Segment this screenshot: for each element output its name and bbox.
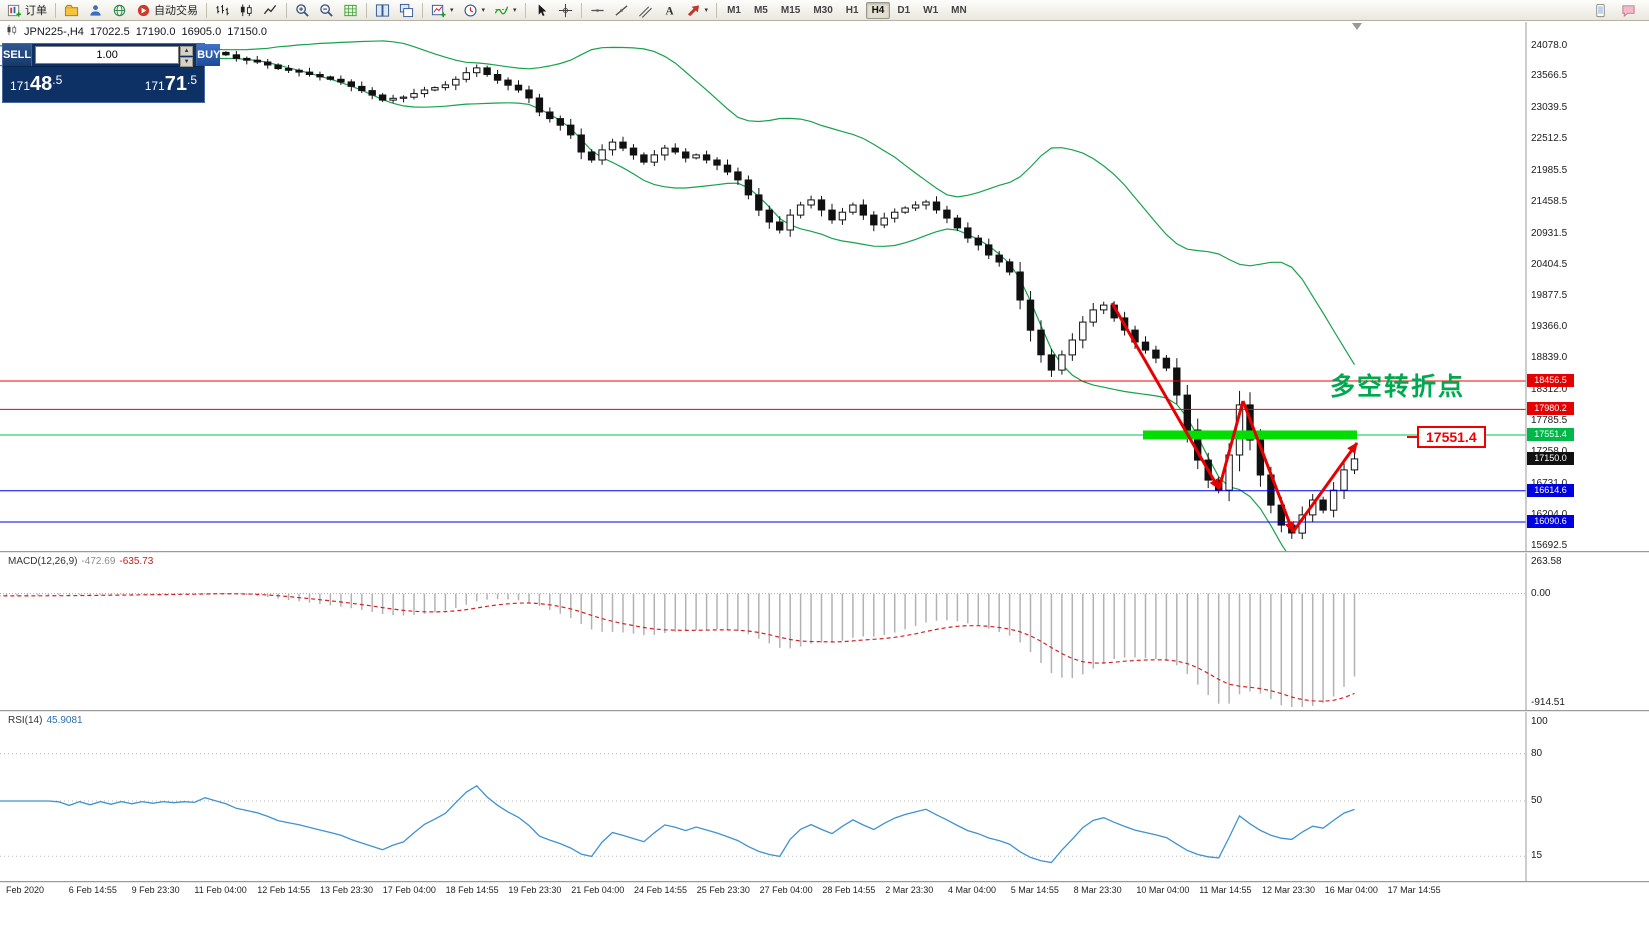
toolbar-separator xyxy=(524,2,526,18)
timeframe-d1-button[interactable]: D1 xyxy=(897,4,911,16)
market-icon[interactable] xyxy=(60,1,83,19)
chart-shift-marker xyxy=(1352,23,1362,30)
horizontal-line-button[interactable] xyxy=(586,1,609,19)
timeframe-w1-button[interactable]: W1 xyxy=(923,4,939,16)
toolbar-separator xyxy=(286,2,287,18)
toolbar-separator xyxy=(55,2,56,18)
trendline-button[interactable] xyxy=(610,1,633,19)
toolbar-separator xyxy=(206,2,207,18)
sell-price: 17148.5 xyxy=(10,73,63,95)
chart-icon xyxy=(6,24,18,39)
timeframe-h1-button[interactable]: H1 xyxy=(845,4,859,16)
toolbar-right-icons xyxy=(1589,1,1646,19)
toolbar-separator xyxy=(366,2,367,18)
volume-increase-button[interactable]: ▲ xyxy=(180,46,194,56)
ohlc-low: 16905.0 xyxy=(181,25,222,38)
svg-text:A: A xyxy=(665,5,674,17)
new-chart-dropdown[interactable]: ▾ xyxy=(427,1,458,19)
indicators-dropdown[interactable]: ▾ xyxy=(490,1,521,19)
main-toolbar: 订单 自动交易 ▾ ▾ ▾ A ▾ M1 M5 M15 M30 H1 H4 D1 W1 MN xyxy=(0,0,1649,21)
text-label-button[interactable]: A xyxy=(658,1,681,19)
timeframe-m15-button[interactable]: M15 xyxy=(780,4,801,16)
volume-control: ▲ ▼ xyxy=(32,44,197,67)
profiles-dropdown[interactable]: ▾ xyxy=(459,1,490,19)
volume-decrease-button[interactable]: ▼ xyxy=(180,57,194,67)
price-callout-box: 17551.4 xyxy=(1407,426,1486,448)
buy-button[interactable]: BUY xyxy=(196,44,221,66)
timeframe-h4-button[interactable]: H4 xyxy=(865,1,891,19)
sell-button[interactable]: SELL xyxy=(3,44,33,66)
arrange-windows-button[interactable] xyxy=(339,1,362,19)
turning-point-annotation: 多空转折点 xyxy=(1330,373,1466,401)
zoom-out-button[interactable] xyxy=(315,1,338,19)
toolbar-separator xyxy=(580,2,582,18)
timeframe-m5-button[interactable]: M5 xyxy=(753,4,768,16)
symbol-period-label: JPN225-,H4 xyxy=(24,25,84,38)
timeframe-m30-button[interactable]: M30 xyxy=(813,4,833,16)
candlestick-chart-button[interactable] xyxy=(235,1,258,19)
one-click-trading-panel: SELL ▲ ▼ BUY 17148.5 17171.5 xyxy=(2,43,221,103)
new-order-button[interactable]: 订单 xyxy=(3,1,51,19)
rsi-indicator-label: RSI(14) 45.9081 xyxy=(8,715,83,726)
cascade-windows-button[interactable] xyxy=(395,1,418,19)
mobile-app-icon[interactable] xyxy=(1589,1,1612,19)
news-icon[interactable] xyxy=(108,1,131,19)
cursor-button[interactable] xyxy=(530,1,553,19)
bar-chart-button[interactable] xyxy=(211,1,234,19)
autotrading-button[interactable]: 自动交易 xyxy=(132,1,202,19)
tile-windows-button[interactable] xyxy=(371,1,394,19)
community-chat-icon[interactable] xyxy=(1617,1,1640,19)
zoom-in-button[interactable] xyxy=(291,1,314,19)
channel-button[interactable] xyxy=(634,1,657,19)
macd-indicator-label: MACD(12,26,9) -472.69 -635.73 xyxy=(8,556,154,567)
toolbar-separator xyxy=(716,2,718,18)
volume-input[interactable] xyxy=(35,46,180,64)
symbol-info: JPN225-,H4 17022.5 17190.0 16905.0 17150… xyxy=(6,24,267,39)
timeframe-m1-button[interactable]: M1 xyxy=(727,4,741,16)
buy-price: 17171.5 xyxy=(144,73,197,95)
timeframe-mn-button[interactable]: MN xyxy=(951,4,967,16)
toolbar-separator xyxy=(422,2,423,18)
community-icon[interactable] xyxy=(84,1,107,19)
crosshair-button[interactable] xyxy=(554,1,577,19)
ohlc-high: 17190.0 xyxy=(135,25,176,38)
arrows-dropdown[interactable]: ▾ xyxy=(682,1,713,19)
ohlc-close: 17150.0 xyxy=(227,25,267,38)
line-chart-button[interactable] xyxy=(259,1,282,19)
ohlc-open: 17022.5 xyxy=(89,25,130,38)
